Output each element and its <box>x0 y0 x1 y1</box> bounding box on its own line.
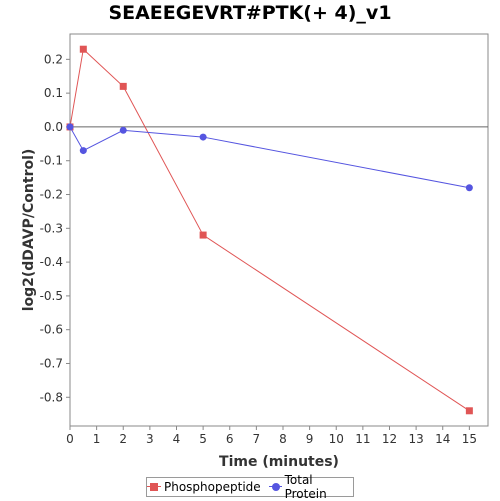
x-tick-label: 6 <box>226 432 234 446</box>
y-tick-label: 0.0 <box>44 120 63 134</box>
y-tick-label: 0.2 <box>44 52 63 66</box>
x-tick-label: 10 <box>329 432 344 446</box>
y-tick-label: -0.7 <box>40 356 63 370</box>
data-point-phosphopeptide <box>465 407 473 415</box>
x-tick-label: 2 <box>119 432 127 446</box>
y-tick-label: -0.2 <box>40 188 63 202</box>
y-tick-label: 0.1 <box>44 86 63 100</box>
legend: Phosphopeptide Total Protein <box>146 473 354 501</box>
y-tick-label: -0.4 <box>40 255 63 269</box>
data-point-total-protein <box>119 126 127 134</box>
x-tick-label: 8 <box>279 432 287 446</box>
data-point-total-protein <box>199 133 207 141</box>
circle-marker-icon <box>268 482 282 492</box>
x-tick-label: 5 <box>199 432 207 446</box>
data-point-phosphopeptide <box>119 82 127 90</box>
x-tick-label: 7 <box>253 432 261 446</box>
x-tick-label: 1 <box>93 432 101 446</box>
x-tick-label: 15 <box>462 432 477 446</box>
x-tick-label: 9 <box>306 432 314 446</box>
data-point-phosphopeptide <box>199 231 207 239</box>
legend-item-phosphopeptide: Phosphopeptide <box>147 480 261 494</box>
legend-item-total-protein: Total Protein <box>268 473 353 501</box>
y-tick-label: -0.8 <box>40 390 63 404</box>
x-tick-label: 3 <box>146 432 154 446</box>
plot-area <box>69 33 489 427</box>
data-point-total-protein <box>79 147 87 155</box>
y-tick-label: -0.6 <box>40 323 63 337</box>
x-tick-label: 11 <box>355 432 370 446</box>
data-point-total-protein <box>66 123 74 131</box>
x-tick-label: 14 <box>435 432 450 446</box>
chart-title: SEAEEGEVRT#PTK(+ 4)_v1 <box>108 2 392 24</box>
square-marker-icon <box>147 482 161 492</box>
data-point-total-protein <box>465 184 473 192</box>
y-axis-title: log2(dDAVP/Control) <box>21 149 37 312</box>
y-tick-label: -0.3 <box>40 221 63 235</box>
data-point-phosphopeptide <box>79 45 87 53</box>
x-axis-title: Time (minutes) <box>219 454 339 470</box>
y-tick-label: -0.5 <box>40 289 63 303</box>
legend-label-phosphopeptide: Phosphopeptide <box>164 480 261 494</box>
y-tick-label: -0.1 <box>40 154 63 168</box>
legend-label-total-protein: Total Protein <box>284 473 327 501</box>
x-tick-label: 12 <box>382 432 397 446</box>
x-tick-label: 4 <box>173 432 181 446</box>
tick-group: 0 1 2 3 4 5 6 7 8 9 10 11 12 13 14 150.20.10.0-0.1-0.2-… <box>40 52 477 446</box>
series-group <box>66 45 473 415</box>
x-tick-label: 13 <box>408 432 423 446</box>
x-tick-label: 0 <box>66 432 74 446</box>
